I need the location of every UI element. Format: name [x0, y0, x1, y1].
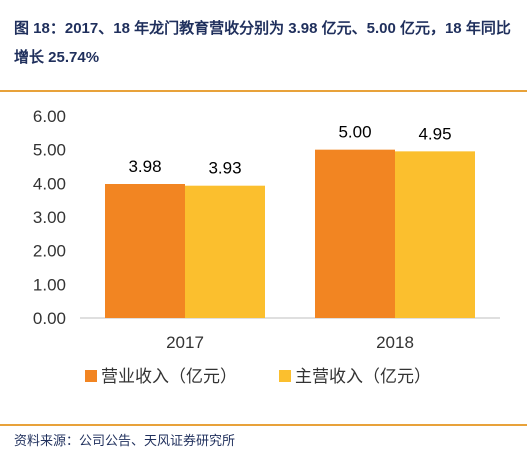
- legend-swatch: [279, 370, 291, 382]
- data-label: 3.98: [128, 157, 161, 176]
- x-tick-label: 2018: [376, 333, 414, 352]
- data-label: 5.00: [338, 123, 371, 142]
- y-tick-label: 1.00: [33, 275, 66, 294]
- bar-revenue-2018: [315, 149, 395, 318]
- x-tick-label: 2017: [166, 333, 204, 352]
- bar-main-revenue-2018: [395, 151, 475, 318]
- bottom-divider: [0, 424, 527, 426]
- y-tick-label: 2.00: [33, 242, 66, 261]
- source-note: 资料来源：公司公告、天风证券研究所: [14, 433, 236, 448]
- bar-main-revenue-2017: [185, 185, 265, 318]
- data-label: 4.95: [418, 124, 451, 143]
- y-tick-label: 5.00: [33, 141, 66, 160]
- legend-swatch: [85, 370, 97, 382]
- legend-label: 营业收入（亿元）: [101, 367, 237, 386]
- y-tick-label: 4.00: [33, 174, 66, 193]
- top-divider: [0, 90, 527, 92]
- figure-caption: 图 18：2017、18 年龙门教育营收分别为 3.98 亿元、5.00 亿元，…: [14, 20, 511, 66]
- bar-revenue-2017: [105, 184, 185, 318]
- data-label: 3.93: [208, 159, 241, 178]
- y-tick-label: 0.00: [33, 309, 66, 328]
- y-tick-label: 6.00: [33, 107, 66, 126]
- y-tick-label: 3.00: [33, 208, 66, 227]
- legend-label: 主营收入（亿元）: [295, 367, 431, 386]
